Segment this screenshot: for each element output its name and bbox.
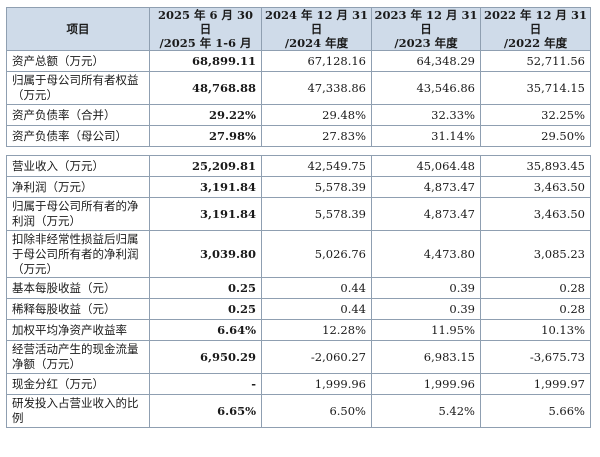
cell-2024: 27.83% bbox=[261, 125, 372, 147]
cell-2024: 67,128.16 bbox=[261, 50, 372, 72]
cell-2025h1: 0.25 bbox=[149, 277, 262, 299]
cell-2024: 1,999.96 bbox=[261, 373, 372, 395]
cell-2023: 32.33% bbox=[371, 104, 481, 126]
cell-2022: 35,893.45 bbox=[480, 155, 591, 177]
financial-summary-table: 项目 2025 年 6 月 30 日/2025 年 1-6 月 2024 年 1… bbox=[6, 7, 591, 428]
cell-2025h1: 27.98% bbox=[149, 125, 262, 147]
cell-2023: 6,983.15 bbox=[371, 340, 481, 374]
header-2022: 2022 年 12 月 31 日/2022 年度 bbox=[480, 7, 591, 51]
cell-2025h1: 0.25 bbox=[149, 298, 262, 320]
table-row-revenue: 营业收入（万元） 25,209.81 42,549.75 45,064.48 3… bbox=[6, 155, 591, 177]
header-2024: 2024 年 12 月 31 日/2024 年度 bbox=[261, 7, 372, 51]
row-label: 现金分红（万元） bbox=[6, 373, 150, 395]
row-label: 资产总额（万元） bbox=[6, 50, 150, 72]
cell-2023: 4,473.80 bbox=[371, 230, 481, 278]
cell-2025h1: 68,899.11 bbox=[149, 50, 262, 72]
cell-2025h1: 3,191.84 bbox=[149, 197, 262, 231]
cell-2022: 29.50% bbox=[480, 125, 591, 147]
cell-2023: 11.95% bbox=[371, 319, 481, 341]
row-label: 基本每股收益（元） bbox=[6, 277, 150, 299]
cell-2023: 5.42% bbox=[371, 394, 481, 428]
cell-2024: 12.28% bbox=[261, 319, 372, 341]
table-row-debt-ratio-consolidated: 资产负债率（合并） 29.22% 29.48% 32.33% 32.25% bbox=[6, 104, 591, 126]
table-row-rd-ratio: 研发投入占营业收入的比例 6.65% 6.50% 5.42% 5.66% bbox=[6, 394, 591, 428]
cell-2025h1: 29.22% bbox=[149, 104, 262, 126]
cell-2022: 35,714.15 bbox=[480, 71, 591, 105]
gap-cell bbox=[6, 146, 591, 156]
cell-2022: 10.13% bbox=[480, 319, 591, 341]
table-row-parent-net-profit: 归属于母公司所有者的净利润（万元） 3,191.84 5,578.39 4,87… bbox=[6, 197, 591, 231]
cell-2025h1: 6.64% bbox=[149, 319, 262, 341]
cell-2023: 0.39 bbox=[371, 298, 481, 320]
cell-2025h1: 25,209.81 bbox=[149, 155, 262, 177]
cell-2025h1: 3,039.80 bbox=[149, 230, 262, 278]
header-2023: 2023 年 12 月 31 日/2023 年度 bbox=[371, 7, 481, 51]
cell-2025h1: 6,950.29 bbox=[149, 340, 262, 374]
cell-2023: 1,999.96 bbox=[371, 373, 481, 395]
row-label: 研发投入占营业收入的比例 bbox=[6, 394, 150, 428]
cell-2022: 3,085.23 bbox=[480, 230, 591, 278]
cell-2023: 31.14% bbox=[371, 125, 481, 147]
cell-2025h1: 6.65% bbox=[149, 394, 262, 428]
table-row-operating-cash-flow: 经营活动产生的现金流量净额（万元） 6,950.29 -2,060.27 6,9… bbox=[6, 340, 591, 374]
table-row-net-profit: 净利润（万元） 3,191.84 5,578.39 4,873.47 3,463… bbox=[6, 176, 591, 198]
cell-2025h1: 3,191.84 bbox=[149, 176, 262, 198]
table-row-weighted-roe: 加权平均净资产收益率 6.64% 12.28% 11.95% 10.13% bbox=[6, 319, 591, 341]
cell-2024: 6.50% bbox=[261, 394, 372, 428]
row-label: 加权平均净资产收益率 bbox=[6, 319, 150, 341]
cell-2022: 3,463.50 bbox=[480, 176, 591, 198]
row-label: 扣除非经常性损益后归属于母公司所有者的净利润（万元） bbox=[6, 230, 150, 278]
header-2025h1: 2025 年 6 月 30 日/2025 年 1-6 月 bbox=[149, 7, 262, 51]
financial-table-container: 项目 2025 年 6 月 30 日/2025 年 1-6 月 2024 年 1… bbox=[6, 7, 591, 428]
row-label: 稀释每股收益（元） bbox=[6, 298, 150, 320]
table-row-diluted-eps: 稀释每股收益（元） 0.25 0.44 0.39 0.28 bbox=[6, 298, 591, 320]
cell-2023: 0.39 bbox=[371, 277, 481, 299]
cell-2024: 0.44 bbox=[261, 277, 372, 299]
cell-2023: 45,064.48 bbox=[371, 155, 481, 177]
cell-2024: 0.44 bbox=[261, 298, 372, 320]
row-label: 经营活动产生的现金流量净额（万元） bbox=[6, 340, 150, 374]
cell-2024: 5,026.76 bbox=[261, 230, 372, 278]
cell-2022: 1,999.97 bbox=[480, 373, 591, 395]
row-label: 归属于母公司所有者权益（万元） bbox=[6, 71, 150, 105]
row-label: 归属于母公司所有者的净利润（万元） bbox=[6, 197, 150, 231]
cell-2024: 5,578.39 bbox=[261, 197, 372, 231]
cell-2024: 5,578.39 bbox=[261, 176, 372, 198]
table-row-cash-dividend: 现金分红（万元） - 1,999.96 1,999.96 1,999.97 bbox=[6, 373, 591, 395]
table-row-total-assets: 资产总额（万元） 68,899.11 67,128.16 64,348.29 5… bbox=[6, 50, 591, 72]
cell-2024: 47,338.86 bbox=[261, 71, 372, 105]
table-header-row: 项目 2025 年 6 月 30 日/2025 年 1-6 月 2024 年 1… bbox=[6, 7, 591, 51]
table-row-basic-eps: 基本每股收益（元） 0.25 0.44 0.39 0.28 bbox=[6, 277, 591, 299]
cell-2022: 3,463.50 bbox=[480, 197, 591, 231]
cell-2022: 52,711.56 bbox=[480, 50, 591, 72]
row-label: 净利润（万元） bbox=[6, 176, 150, 198]
cell-2023: 43,546.86 bbox=[371, 71, 481, 105]
cell-2024: 42,549.75 bbox=[261, 155, 372, 177]
cell-2022: 5.66% bbox=[480, 394, 591, 428]
table-row-deducted-net-profit: 扣除非经常性损益后归属于母公司所有者的净利润（万元） 3,039.80 5,02… bbox=[6, 230, 591, 278]
row-label: 资产负债率（合并） bbox=[6, 104, 150, 126]
section-gap bbox=[6, 146, 591, 156]
cell-2022: 32.25% bbox=[480, 104, 591, 126]
row-label: 营业收入（万元） bbox=[6, 155, 150, 177]
cell-2022: 0.28 bbox=[480, 277, 591, 299]
cell-2024: 29.48% bbox=[261, 104, 372, 126]
row-label: 资产负债率（母公司） bbox=[6, 125, 150, 147]
cell-2022: 0.28 bbox=[480, 298, 591, 320]
header-item: 项目 bbox=[6, 7, 150, 51]
cell-2024: -2,060.27 bbox=[261, 340, 372, 374]
cell-2025h1: - bbox=[149, 373, 262, 395]
table-row-debt-ratio-parent: 资产负债率（母公司） 27.98% 27.83% 31.14% 29.50% bbox=[6, 125, 591, 147]
cell-2023: 4,873.47 bbox=[371, 197, 481, 231]
cell-2025h1: 48,768.88 bbox=[149, 71, 262, 105]
table-row-parent-equity: 归属于母公司所有者权益（万元） 48,768.88 47,338.86 43,5… bbox=[6, 71, 591, 105]
cell-2023: 4,873.47 bbox=[371, 176, 481, 198]
cell-2022: -3,675.73 bbox=[480, 340, 591, 374]
cell-2023: 64,348.29 bbox=[371, 50, 481, 72]
